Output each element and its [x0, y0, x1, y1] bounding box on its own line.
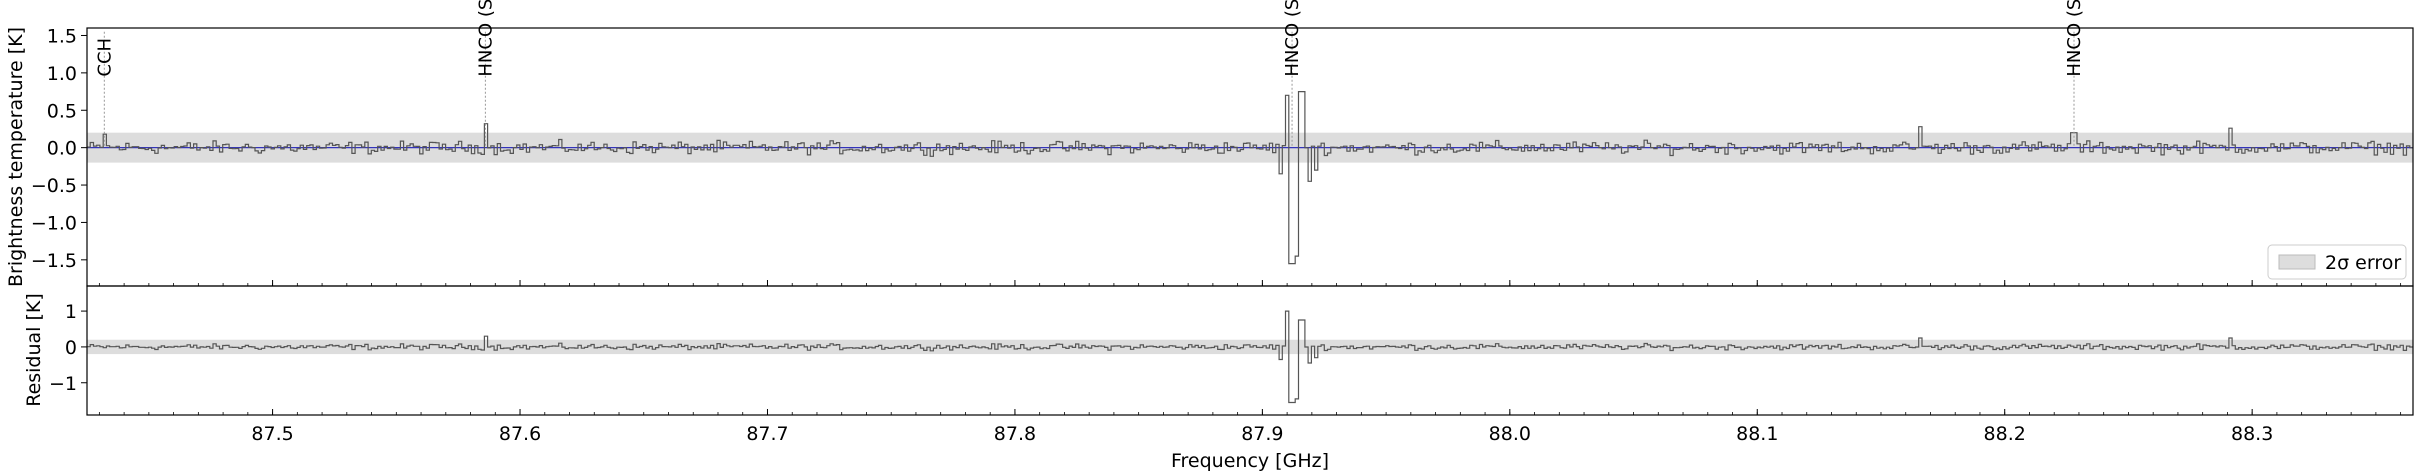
- y-tick-label: 1: [65, 301, 77, 323]
- x-tick-label: 87.6: [499, 423, 541, 445]
- x-tick-label: 88.1: [1736, 423, 1778, 445]
- x-tick-label: 87.5: [251, 423, 293, 445]
- x-axis-label: Frequency [GHz]: [1171, 450, 1329, 472]
- residual-y-axis-label: Residual [K]: [23, 293, 45, 407]
- y-tick-label: −1: [49, 373, 77, 395]
- y-tick-label: 1.0: [47, 63, 77, 85]
- line-annotation-label: HNCO (SA): [1282, 0, 1303, 77]
- x-tick-label: 87.7: [746, 423, 788, 445]
- line-annotation-label: CCH: [94, 38, 115, 77]
- spectrum-plot-area: [87, 91, 2413, 265]
- spectrum-data-line: [87, 91, 2413, 265]
- spectrum-y-axis-label: Brightness temperature [K]: [5, 27, 27, 287]
- legend-label: 2σ error: [2325, 252, 2401, 274]
- line-annotation-label: HNCO (SA): [2064, 0, 2085, 77]
- residual-panel: 1 0 −1 87.5 87.6 87.7 87.8 87.9 88.0 88.1 88.2 88.3: [49, 285, 2414, 445]
- y-tick-label: −0.5: [31, 175, 77, 197]
- x-tick-label: 87.9: [1241, 423, 1283, 445]
- x-tick-label: 88.3: [2231, 423, 2273, 445]
- line-annotation-label: HNCO (SA): [475, 0, 496, 77]
- y-tick-label: −1.0: [31, 212, 77, 234]
- y-tick-label: 1.5: [47, 25, 77, 47]
- y-tick-label: 0.0: [47, 138, 77, 160]
- x-tick-label: 88.2: [1984, 423, 2026, 445]
- legend-swatch: [2278, 254, 2316, 270]
- axes-frame: [86, 285, 2414, 416]
- spectrum-panel: CCH HNCO (SA) HNCO (SA) HNCO (SA) 1.5 1.0 0.5 0…: [31, 0, 2414, 287]
- y-tick-label: −1.5: [31, 250, 77, 272]
- legend: 2σ error: [2267, 244, 2407, 280]
- y-tick-label: 0.5: [47, 100, 77, 122]
- x-tick-label: 88.0: [1489, 423, 1531, 445]
- x-tick-label: 87.8: [994, 423, 1036, 445]
- legend-box: [2267, 244, 2407, 280]
- y-tick-label: 0: [65, 337, 77, 359]
- residual-plot-area: [87, 310, 2413, 404]
- residual-data-line: [87, 310, 2413, 404]
